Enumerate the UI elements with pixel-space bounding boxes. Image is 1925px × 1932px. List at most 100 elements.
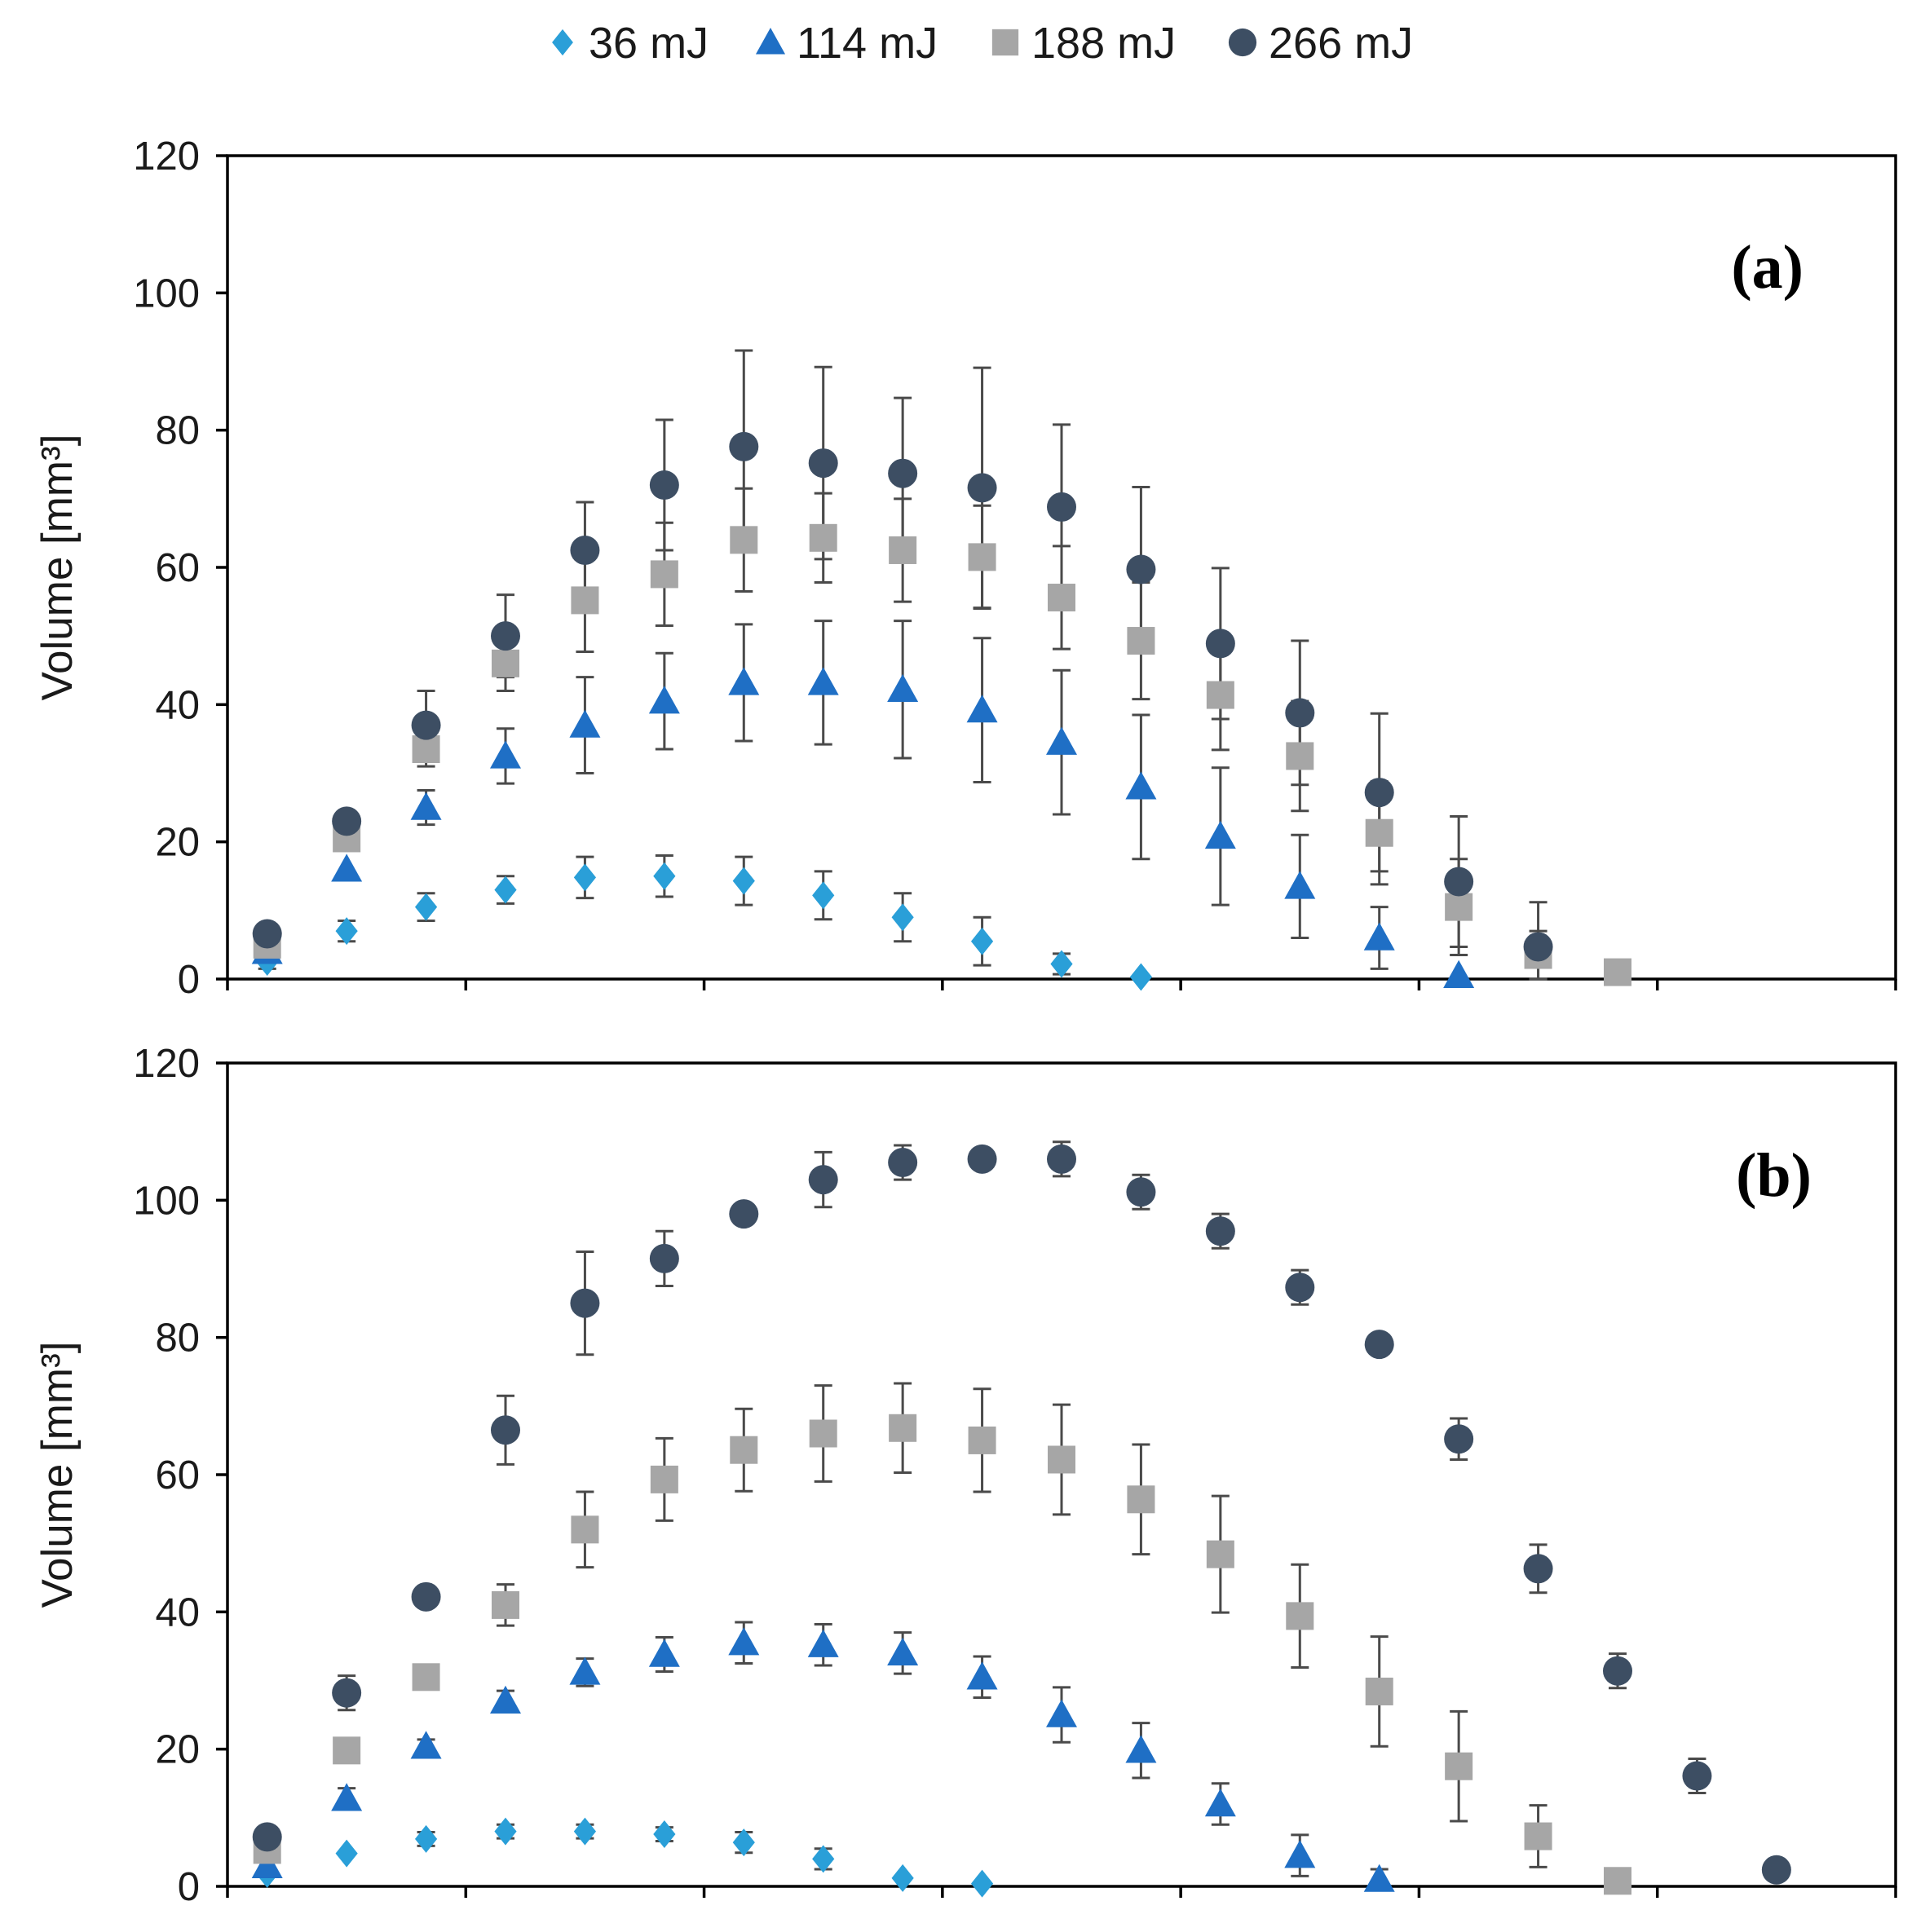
- data-point: [1048, 1445, 1075, 1474]
- data-point: [1444, 867, 1474, 897]
- data-point: [1127, 1485, 1155, 1514]
- data-point: [335, 1839, 358, 1868]
- data-point: [732, 1828, 755, 1857]
- data-point: [1364, 1330, 1394, 1360]
- data-point: [569, 1656, 601, 1685]
- chart-panel-b: 0 20 40 60 80 100 120 Volume [mm³] (b): [33, 1042, 1897, 1909]
- data-point: [252, 1822, 282, 1852]
- y-tick-label: 0: [178, 958, 200, 1002]
- data-point: [812, 1845, 835, 1873]
- y-tick-label: 60: [155, 546, 200, 590]
- data-point: [1365, 1677, 1393, 1705]
- data-point: [1604, 1867, 1631, 1895]
- y-tick-label: 0: [178, 1865, 200, 1909]
- data-point: [970, 1869, 994, 1898]
- data-point: [1364, 778, 1394, 808]
- data-point: [888, 458, 918, 488]
- data-point: [1524, 1822, 1552, 1850]
- data-point: [1205, 1216, 1235, 1246]
- data-point: [494, 1817, 517, 1846]
- y-axis: 0 20 40 60 80 100 120: [133, 135, 227, 1002]
- data-point: [888, 1148, 918, 1178]
- y-tick-label: 120: [133, 135, 200, 179]
- legend-label: 266 mJ: [1269, 19, 1413, 68]
- data-point: [335, 917, 358, 946]
- y-axis-title: Volume [mm³]: [33, 434, 82, 701]
- data-point: [889, 536, 917, 564]
- data-point: [490, 1685, 521, 1714]
- data-point: [1284, 871, 1316, 899]
- y-tick-label: 20: [155, 1728, 200, 1772]
- data-point: [807, 1629, 839, 1657]
- legend-item-266mj: 266 mJ: [1228, 19, 1413, 68]
- panel-label: (b): [1736, 1141, 1812, 1210]
- data-point: [1129, 963, 1153, 991]
- data-point: [569, 709, 601, 738]
- legend-item-36mj: 36 mJ: [552, 19, 709, 68]
- y-tick-label: 120: [133, 1042, 200, 1086]
- data-point: [887, 1637, 919, 1666]
- data-point: [1443, 959, 1475, 988]
- series-188mj: [253, 1414, 1631, 1895]
- data-point: [411, 1581, 441, 1612]
- y-tick-label: 40: [155, 1590, 200, 1634]
- data-point: [1363, 922, 1395, 951]
- data-point: [807, 667, 839, 695]
- data-point: [573, 863, 597, 892]
- data-point: [891, 1864, 914, 1892]
- data-point: [1603, 1656, 1632, 1686]
- series-114mj: [251, 1627, 1395, 1892]
- data-point: [331, 854, 363, 882]
- data-point: [729, 431, 759, 461]
- data-point: [571, 586, 599, 615]
- data-point: [730, 526, 758, 554]
- data-point: [732, 867, 755, 895]
- data-point: [1204, 1789, 1236, 1817]
- square-icon: [991, 29, 1019, 56]
- data-point: [967, 473, 997, 503]
- data-point: [1444, 1424, 1474, 1454]
- data-point: [1284, 1840, 1316, 1868]
- data-point: [1445, 893, 1473, 921]
- data-point: [1523, 1554, 1553, 1584]
- data-point: [332, 806, 362, 836]
- data-point: [410, 1731, 442, 1759]
- data-point: [728, 667, 760, 695]
- data-point: [332, 1678, 362, 1708]
- data-point: [970, 927, 994, 955]
- data-point: [809, 523, 837, 552]
- data-point: [573, 1817, 597, 1846]
- data-point: [494, 876, 517, 904]
- data-point: [414, 893, 438, 921]
- data-point: [808, 1165, 838, 1195]
- data-point: [410, 792, 442, 820]
- data-point: [887, 673, 919, 703]
- data-point: [728, 1627, 760, 1656]
- series-36mj: [256, 1817, 994, 1898]
- data-point: [1206, 681, 1234, 709]
- data-point: [492, 1590, 519, 1619]
- data-point: [653, 1820, 676, 1849]
- circle-icon: [1228, 28, 1257, 57]
- data-point: [1523, 932, 1553, 962]
- data-point: [1046, 726, 1077, 755]
- data-point: [491, 621, 520, 651]
- data-point: [570, 535, 600, 565]
- legend-item-188mj: 188 mJ: [991, 19, 1176, 68]
- data-point: [891, 903, 914, 932]
- data-point: [571, 1515, 599, 1544]
- data-point: [889, 1414, 917, 1442]
- data-point: [1604, 958, 1631, 986]
- chart-panel-a: 0 20 40 60 80 100 120 Volume [mm³] (a): [33, 135, 1897, 1002]
- data-point: [491, 1415, 520, 1445]
- data-point: [1363, 1864, 1395, 1892]
- y-tick-label: 80: [155, 409, 200, 453]
- y-tick-label: 100: [133, 1179, 200, 1223]
- diamond-icon: [552, 29, 573, 56]
- diamond-icon: [552, 29, 573, 56]
- data-point: [1125, 771, 1157, 800]
- data-point: [414, 1824, 438, 1853]
- data-point: [252, 919, 282, 949]
- legend-label: 114 mJ: [797, 19, 938, 68]
